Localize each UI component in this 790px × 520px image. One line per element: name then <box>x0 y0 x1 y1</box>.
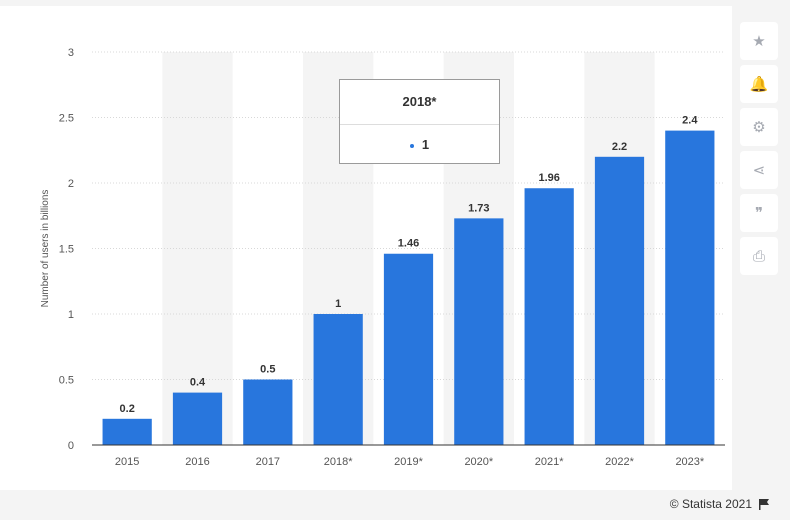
x-tick-label: 2019* <box>394 456 423 468</box>
data-label: 2.4 <box>682 115 698 127</box>
y-tick-label: 0.5 <box>59 375 74 387</box>
y-axis-label: Number of users in billions <box>40 190 51 308</box>
chart-card: 0.2 0.4 0.5 1 1.46 1.73 1.96 2.2 2.4 2015 2016 201… <box>0 6 732 490</box>
x-tick-label: 2020* <box>464 456 493 468</box>
tooltip: 2018* 1 <box>339 79 500 164</box>
print-button[interactable]: ⎙ <box>740 237 778 275</box>
bar[interactable] <box>454 218 504 445</box>
bar[interactable] <box>524 188 574 446</box>
share-icon: ⋖ <box>752 161 766 179</box>
tooltip-value: 1 <box>421 137 430 152</box>
y-tick-label: 0 <box>68 440 74 452</box>
bar[interactable] <box>594 156 645 446</box>
x-tick-label: 2015 <box>115 456 139 468</box>
x-tick-label: 2016 <box>185 456 209 468</box>
star-icon: ★ <box>752 32 766 50</box>
bar[interactable] <box>172 392 223 445</box>
gear-icon: ⚙ <box>752 118 766 136</box>
share-button[interactable]: ⋖ <box>740 151 778 189</box>
y-tick-label: 1.5 <box>59 244 74 256</box>
data-label: 0.2 <box>120 403 135 415</box>
bar[interactable] <box>102 418 152 445</box>
bar[interactable] <box>243 379 293 446</box>
series-dot-icon <box>409 143 414 148</box>
data-label: 1.73 <box>468 202 489 214</box>
y-tick-label: 2.5 <box>59 113 74 125</box>
data-label: 0.4 <box>190 377 206 389</box>
tooltip-body: 1 <box>340 125 499 165</box>
y-tick-label: 2 <box>68 178 74 190</box>
bars <box>102 130 715 446</box>
flag-icon[interactable] <box>758 498 770 510</box>
data-label: 0.5 <box>260 364 275 376</box>
data-labels: 0.2 0.4 0.5 1 1.46 1.73 1.96 2.2 2.4 <box>120 115 699 415</box>
bar[interactable] <box>383 253 434 445</box>
bar[interactable] <box>665 130 715 445</box>
copyright-link[interactable]: © Statista 2021 <box>669 497 752 511</box>
data-label: 2.2 <box>612 141 627 153</box>
x-tick-label: 2017 <box>256 456 280 468</box>
y-tick-label: 3 <box>68 47 74 59</box>
y-tick-label: 1 <box>68 309 74 321</box>
bell-icon: 🔔 <box>749 75 769 93</box>
x-tick-label: 2018* <box>324 456 353 468</box>
bar[interactable] <box>313 314 363 445</box>
tooltip-title: 2018* <box>340 80 499 125</box>
data-label: 1.96 <box>538 172 559 184</box>
star-button[interactable]: ★ <box>740 22 778 60</box>
data-label: 1.46 <box>398 238 419 250</box>
notification-button[interactable]: 🔔 <box>740 65 778 103</box>
side-toolbar: ★ 🔔 ⚙ ⋖ ❞ ⎙ <box>740 22 778 280</box>
cite-button[interactable]: ❞ <box>740 194 778 232</box>
x-tick-label: 2022* <box>605 456 634 468</box>
data-label: 1 <box>335 298 341 310</box>
settings-button[interactable]: ⚙ <box>740 108 778 146</box>
quote-icon: ❞ <box>754 204 764 222</box>
x-axis-ticks: 2015 2016 2017 2018* 2019* 2020* 2021* 2022* 202… <box>115 456 705 468</box>
x-tick-label: 2021* <box>535 456 564 468</box>
print-icon: ⎙ <box>752 247 765 265</box>
x-tick-label: 2023* <box>675 456 704 468</box>
y-axis-ticks: 0 0.5 1 1.5 2 2.5 3 <box>59 47 74 452</box>
footer: © Statista 2021 <box>670 497 770 511</box>
